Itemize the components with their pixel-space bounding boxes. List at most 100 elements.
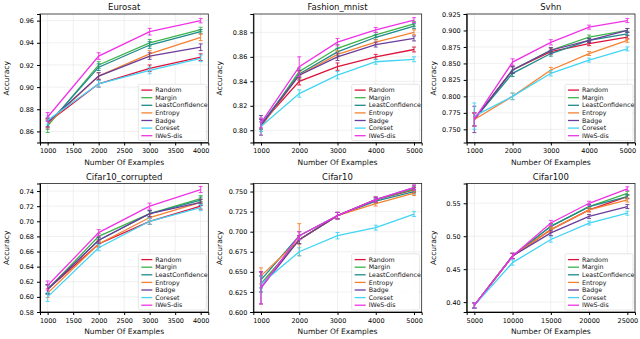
tick-label: 0.750 bbox=[229, 188, 248, 196]
tick-label: 1000 bbox=[467, 147, 484, 155]
tick: 0.800 bbox=[442, 93, 467, 101]
tick-mark bbox=[37, 282, 40, 283]
error-bar bbox=[412, 18, 416, 23]
tick-mark bbox=[250, 57, 253, 58]
error-bar bbox=[148, 218, 152, 224]
tick-mark bbox=[73, 312, 74, 315]
tick-mark bbox=[513, 312, 514, 315]
error-bar bbox=[148, 211, 152, 217]
tick-mark bbox=[37, 131, 40, 132]
tick-label: 0.68 bbox=[20, 233, 34, 241]
legend-label: Coreset bbox=[155, 294, 180, 301]
tick-label: 1000 bbox=[253, 317, 270, 325]
tick: 2000 bbox=[291, 143, 308, 156]
legend-swatch bbox=[141, 274, 152, 275]
tick: 0.86 bbox=[233, 53, 253, 61]
tick-label: 0.92 bbox=[20, 62, 34, 70]
tick-mark bbox=[37, 87, 40, 88]
tick: 3000 bbox=[543, 143, 560, 156]
tick-label: 25000 bbox=[618, 317, 639, 325]
y-axis-title: Accuracy bbox=[215, 61, 224, 96]
legend-label: Coreset bbox=[582, 124, 607, 131]
axis-line bbox=[250, 184, 254, 313]
tick-label: 0.84 bbox=[233, 78, 247, 86]
error-bars bbox=[46, 196, 203, 294]
grid-line bbox=[40, 221, 208, 222]
figure: 10001500200025003000350040000.860.880.90… bbox=[0, 0, 640, 339]
tick-label: 0.875 bbox=[442, 44, 461, 52]
tick-label: 0.88 bbox=[233, 29, 247, 37]
legend-label: IWeS-dis bbox=[369, 132, 396, 139]
tick-label: 0.62 bbox=[20, 278, 34, 286]
legend-swatch bbox=[568, 297, 579, 298]
tick-label: 0.675 bbox=[229, 248, 248, 256]
legend-label: Random bbox=[582, 86, 608, 93]
tick-mark bbox=[474, 143, 475, 146]
legend-label: IWeS-dis bbox=[155, 132, 182, 139]
legend-label: Random bbox=[369, 86, 395, 93]
series-line bbox=[48, 208, 201, 297]
series-line bbox=[261, 38, 414, 125]
tick-mark bbox=[627, 312, 628, 315]
x-axis: 10002000300040005000 bbox=[253, 312, 423, 325]
grid-line bbox=[73, 184, 74, 313]
tick: 2000 bbox=[91, 143, 108, 156]
legend-swatch bbox=[568, 105, 579, 106]
tick-mark bbox=[464, 63, 467, 64]
grid-line bbox=[467, 63, 635, 64]
grid-line bbox=[512, 14, 513, 143]
grid-line bbox=[40, 20, 208, 21]
tick-mark bbox=[150, 143, 151, 146]
legend-swatch bbox=[568, 97, 579, 98]
tick-mark bbox=[37, 236, 40, 237]
legend-swatch bbox=[568, 259, 579, 260]
error-bar bbox=[259, 118, 263, 128]
tick: 0.925 bbox=[442, 11, 467, 19]
axis-line bbox=[37, 184, 41, 313]
legend-label: LeastConfidence bbox=[369, 271, 421, 278]
error-bar bbox=[374, 225, 378, 230]
y-axis: 0.7500.7750.8000.8250.8500.8750.9000.925 bbox=[442, 11, 467, 143]
series-line bbox=[261, 26, 414, 124]
tick: 3500 bbox=[167, 312, 184, 325]
tick-mark bbox=[37, 191, 40, 192]
x-axis-title: Number Of Examples bbox=[298, 327, 378, 336]
legend-box bbox=[138, 84, 206, 140]
error-bar bbox=[587, 214, 591, 218]
plot-frame bbox=[467, 184, 635, 313]
series-line bbox=[48, 32, 201, 125]
tick-mark bbox=[464, 203, 467, 204]
error-bar bbox=[412, 191, 416, 196]
error-bar bbox=[549, 220, 553, 225]
error-bar bbox=[199, 205, 203, 211]
tick-label: 0.90 bbox=[20, 84, 34, 92]
chart-title: Eurosat bbox=[108, 2, 141, 12]
tick-label: 4000 bbox=[368, 317, 385, 325]
error-bar bbox=[336, 63, 340, 70]
tick-mark bbox=[37, 43, 40, 44]
chart-title: Fashion_mnist bbox=[307, 2, 368, 12]
tick: 0.700 bbox=[229, 228, 254, 236]
tick-mark bbox=[338, 312, 339, 315]
subplot: 100020003000400050000.6000.6250.6500.675… bbox=[215, 172, 422, 337]
grid bbox=[467, 184, 635, 313]
grid-line bbox=[550, 14, 551, 143]
tick-label: 2000 bbox=[291, 147, 308, 155]
error-bar bbox=[97, 73, 101, 80]
tick-mark bbox=[250, 232, 253, 233]
grid-line bbox=[124, 14, 125, 143]
tick-mark bbox=[37, 109, 40, 110]
y-axis-title: Accuracy bbox=[429, 230, 438, 265]
tick-label: 5000 bbox=[467, 317, 484, 325]
error-bar bbox=[297, 90, 301, 97]
tick-mark bbox=[299, 143, 300, 146]
error-bars bbox=[259, 24, 416, 129]
y-axis: 0.800.820.840.860.88 bbox=[233, 15, 254, 144]
grid-line bbox=[253, 231, 421, 232]
tick-label: 0.900 bbox=[442, 27, 461, 35]
tick-mark bbox=[37, 21, 40, 22]
error-bars bbox=[472, 19, 629, 126]
error-bar bbox=[549, 237, 553, 242]
tick-mark bbox=[551, 143, 552, 146]
tick-mark bbox=[37, 65, 40, 66]
